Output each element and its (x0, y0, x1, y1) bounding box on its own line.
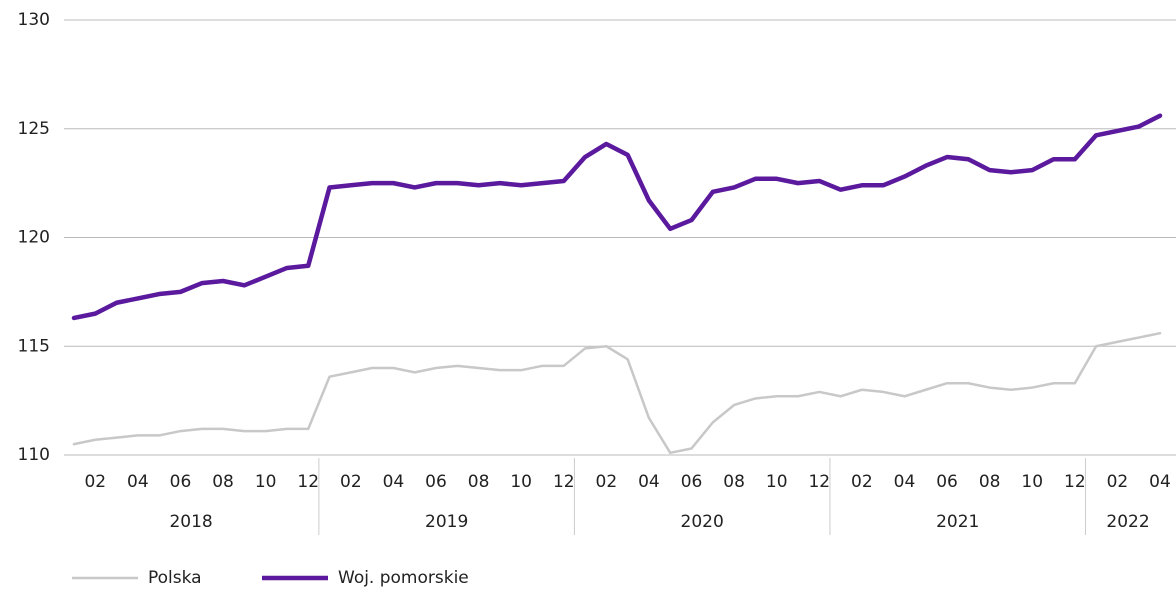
legend-label: Polska (148, 568, 202, 588)
legend-label: Woj. pomorskie (338, 568, 469, 588)
y-tick-label: 120 (18, 228, 50, 248)
x-tick-label: 02 (596, 472, 618, 492)
x-tick-label: 12 (1064, 472, 1086, 492)
x-tick-label: 08 (468, 472, 490, 492)
y-tick-label: 125 (18, 119, 50, 139)
year-label: 2019 (425, 512, 468, 532)
x-tick-label: 12 (553, 472, 575, 492)
x-tick-label: 02 (84, 472, 106, 492)
x-tick-label: 10 (766, 472, 788, 492)
x-tick-label: 08 (212, 472, 234, 492)
x-tick-label: 06 (936, 472, 958, 492)
year-label: 2018 (169, 512, 212, 532)
year-label: 2021 (936, 512, 979, 532)
year-label: 2022 (1106, 512, 1149, 532)
y-tick-label: 115 (18, 336, 50, 356)
year-label: 2020 (681, 512, 724, 532)
x-tick-label: 02 (340, 472, 362, 492)
x-tick-label: 10 (1021, 472, 1043, 492)
x-tick-label: 04 (1149, 472, 1171, 492)
x-tick-label: 08 (979, 472, 1001, 492)
x-tick-label: 02 (851, 472, 873, 492)
x-tick-label: 04 (894, 472, 916, 492)
x-tick-label: 12 (808, 472, 830, 492)
x-tick-label: 10 (510, 472, 532, 492)
x-tick-label: 12 (297, 472, 319, 492)
x-tick-label: 06 (170, 472, 192, 492)
y-tick-label: 130 (18, 10, 50, 30)
x-tick-label: 10 (255, 472, 277, 492)
x-tick-label: 04 (127, 472, 149, 492)
x-tick-label: 02 (1107, 472, 1129, 492)
x-tick-label: 08 (723, 472, 745, 492)
x-tick-label: 04 (638, 472, 660, 492)
series-line (71, 113, 1163, 321)
x-tick-label: 04 (383, 472, 405, 492)
series-line (72, 331, 1162, 455)
y-tick-label: 110 (18, 445, 50, 465)
x-tick-label: 06 (681, 472, 703, 492)
x-tick-label: 06 (425, 472, 447, 492)
